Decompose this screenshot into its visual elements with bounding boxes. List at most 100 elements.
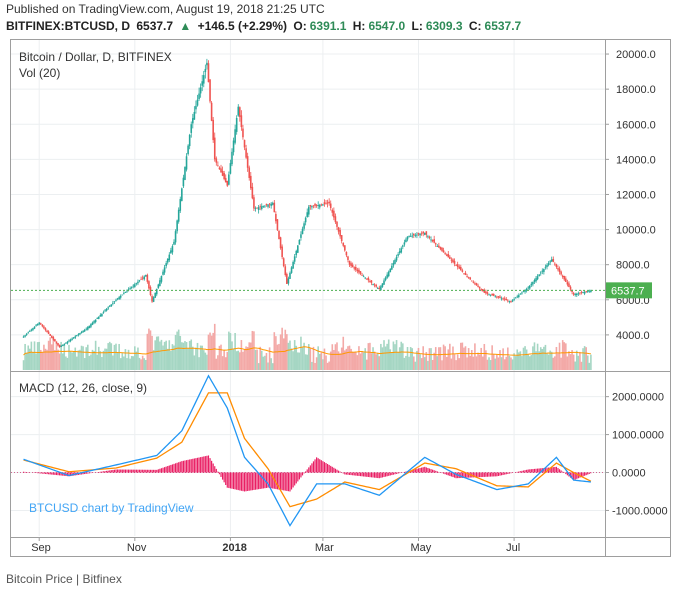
volume-bar — [179, 335, 182, 370]
volume-bar — [185, 342, 188, 370]
volume-bar — [370, 353, 373, 370]
volume-bar — [389, 349, 392, 370]
volume-bar — [239, 352, 241, 370]
volume-bar — [394, 344, 396, 370]
volume-bar — [303, 342, 305, 370]
volume-bar — [224, 357, 227, 370]
candle-body — [91, 322, 94, 325]
candle-body — [108, 305, 111, 307]
volume-bar — [38, 341, 41, 370]
candle-body — [286, 273, 288, 284]
volume-bar — [176, 331, 178, 370]
volume-bar — [331, 344, 334, 370]
volume-bar — [124, 349, 127, 370]
volume-bar — [259, 346, 261, 370]
volume-bar — [417, 347, 420, 370]
volume-bar — [173, 345, 175, 370]
volume-bar — [218, 345, 221, 370]
candle-body — [383, 280, 385, 285]
candle-body — [168, 254, 171, 261]
volume-bar — [43, 344, 45, 370]
volume-bar — [301, 347, 304, 370]
candle-body — [392, 262, 395, 266]
candle-body — [154, 293, 156, 298]
candle-body — [450, 259, 453, 261]
candle-body — [460, 266, 462, 271]
volume-bar — [411, 348, 414, 370]
volume-bar — [181, 342, 183, 370]
candle-body — [464, 272, 467, 275]
volume-bar — [248, 342, 251, 370]
candle-body — [455, 265, 457, 266]
volume-bar — [201, 345, 204, 370]
volume-bar — [192, 346, 194, 370]
volume-bar — [350, 348, 352, 370]
candle-body — [35, 325, 37, 327]
candle-body — [444, 253, 446, 255]
volume-bar — [260, 350, 263, 370]
candle-body — [347, 256, 349, 260]
volume-bar — [480, 347, 482, 370]
candle-body — [505, 298, 508, 300]
candle-body — [165, 263, 167, 267]
volume-bar — [372, 347, 374, 370]
price-tick-label: 18000.0 — [616, 84, 656, 96]
open-label: O: — [293, 19, 307, 33]
candle-body — [543, 268, 545, 272]
macd-tick-label: 1000.0000 — [612, 430, 664, 442]
candle-body — [290, 267, 293, 273]
volume-bar — [306, 354, 309, 370]
candle-body — [279, 237, 282, 249]
volume-bar — [395, 340, 398, 370]
volume-bar — [320, 352, 323, 370]
candle-body — [243, 139, 246, 148]
volume-bar — [402, 343, 404, 370]
candle-body — [234, 129, 236, 143]
candle-body — [541, 270, 544, 272]
candle-body — [52, 337, 55, 340]
candle-body — [185, 156, 188, 170]
candle-body — [458, 266, 461, 269]
volume-bar — [223, 349, 225, 370]
candle-body — [232, 140, 235, 153]
volume-bar — [323, 348, 326, 370]
candle-body — [304, 217, 307, 223]
candle-body — [239, 107, 241, 117]
volume-bar — [367, 343, 370, 370]
volume-bar — [582, 348, 584, 370]
volume-bar — [60, 341, 62, 370]
candle-body — [83, 329, 86, 332]
candle-body — [550, 259, 553, 262]
volume-bar — [344, 350, 346, 370]
volume-bar — [450, 358, 453, 370]
volume-bar — [79, 349, 81, 370]
candle-body — [367, 277, 370, 281]
volume-bar — [309, 347, 312, 370]
candle-body — [406, 236, 409, 240]
volume-bar — [138, 357, 141, 370]
volume-bar — [298, 352, 301, 370]
candle-body — [434, 243, 437, 245]
volume-bar — [554, 356, 556, 370]
candle-body — [293, 256, 296, 262]
volume-bar — [93, 351, 95, 370]
chart-frame[interactable] — [10, 39, 671, 557]
candle-body — [228, 174, 230, 185]
candle-body — [58, 344, 61, 348]
candle-body — [557, 268, 559, 270]
volume-bar — [585, 347, 587, 370]
volume-bar — [102, 350, 105, 370]
time-tick-label: Nov — [127, 542, 147, 554]
volume-bar — [267, 362, 269, 370]
candle-body — [412, 233, 415, 236]
volume-bar — [472, 356, 475, 370]
candle-body — [74, 336, 77, 338]
volume-bar — [503, 359, 506, 370]
volume-bar — [539, 347, 542, 370]
volume-bar — [182, 342, 185, 370]
candle-body — [329, 203, 332, 208]
volume-bar — [174, 335, 177, 370]
candle-body — [395, 257, 398, 261]
candle-body — [196, 99, 199, 106]
